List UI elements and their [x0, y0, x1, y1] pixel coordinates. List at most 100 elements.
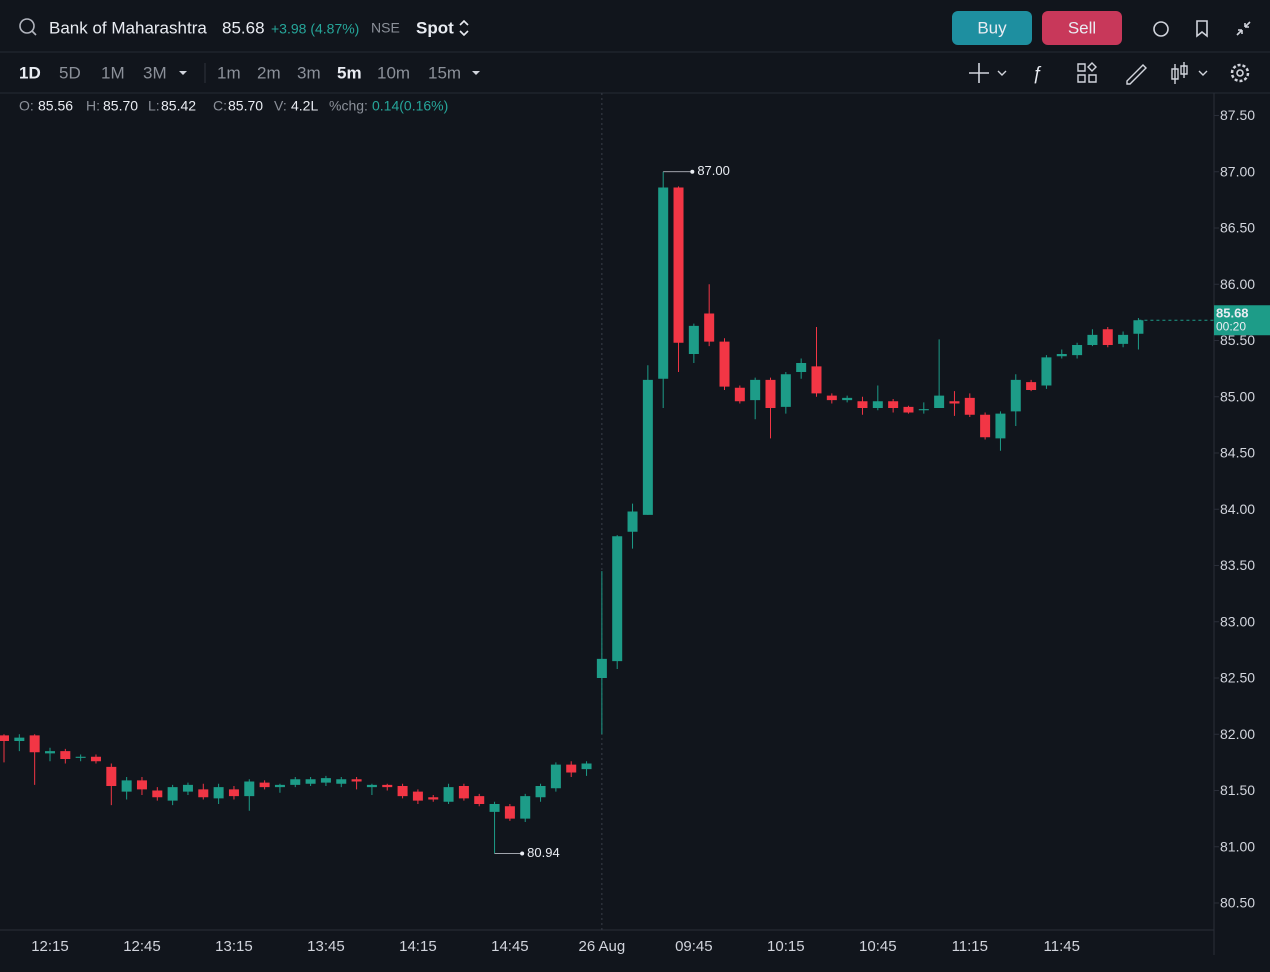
- candle-body: [1026, 382, 1037, 390]
- ohlc-legend: O: 85.56 H: 85.70 L: 85.42 C: 85.70 V: 4…: [19, 98, 448, 114]
- candle-body: [872, 401, 883, 408]
- legend-key: %chg:: [329, 98, 368, 114]
- candle-body: [336, 779, 347, 784]
- candle-body: [106, 766, 117, 786]
- candle-body: [182, 784, 193, 792]
- segment[interactable]: Spot: [416, 18, 454, 37]
- last-price-tag: [1214, 305, 1270, 336]
- candle-body: [44, 751, 55, 754]
- x-tick-label: 13:15: [215, 938, 253, 955]
- draw-icon[interactable]: [1126, 64, 1147, 85]
- legend-value: 85.56: [38, 98, 73, 114]
- candle-body: [934, 395, 945, 408]
- candle-body: [903, 406, 914, 413]
- x-tick-label: 10:15: [767, 938, 805, 955]
- x-tick-label: 13:45: [307, 938, 345, 955]
- buy-button[interactable]: [952, 11, 1032, 45]
- candle-body: [29, 735, 40, 753]
- low-label: 80.94: [527, 845, 560, 860]
- candle-body: [612, 536, 623, 662]
- candle-body: [888, 401, 899, 408]
- candle-body: [535, 786, 546, 798]
- candle-body: [382, 784, 393, 788]
- caret: [997, 70, 1208, 76]
- candle-body: [842, 397, 853, 401]
- candle-body: [244, 781, 255, 797]
- y-tick-label: 82.00: [1220, 726, 1255, 742]
- legend-key: L:: [148, 98, 160, 114]
- candle-body: [428, 797, 439, 800]
- range-button[interactable]: 1D: [19, 63, 41, 82]
- range-button[interactable]: 1M: [101, 63, 125, 82]
- legend-key: V:: [274, 98, 287, 114]
- y-tick-label: 81.50: [1220, 782, 1255, 798]
- interval-button[interactable]: 3m: [297, 63, 321, 82]
- candle-body: [1118, 334, 1129, 344]
- crosshair-icon[interactable]: [969, 63, 989, 83]
- candle-body: [90, 756, 101, 762]
- candle-body: [14, 737, 25, 741]
- candle-body: [964, 397, 975, 415]
- y-tick-label: 83.50: [1220, 557, 1255, 573]
- y-tick-label: 80.50: [1220, 895, 1255, 911]
- settings-icon[interactable]: [1230, 63, 1250, 83]
- segment-toggle[interactable]: [459, 19, 469, 37]
- candle-body: [719, 341, 730, 387]
- x-tick-label: 26 Aug: [579, 938, 626, 955]
- legend-value: 4.2L: [291, 98, 318, 114]
- candle-body: [320, 778, 331, 783]
- search-icon: [31, 30, 37, 36]
- range-button[interactable]: 5D: [59, 63, 81, 82]
- y-tick-label: 84.00: [1220, 501, 1255, 517]
- high-label: 87.00: [697, 163, 730, 178]
- candle-body: [750, 379, 761, 401]
- high-dot: [690, 169, 695, 174]
- templates-icon[interactable]: [1077, 62, 1097, 83]
- symbol[interactable]: Bank of Maharashtra: [49, 18, 207, 37]
- candle-body: [75, 756, 86, 758]
- countdown: 00:20: [1216, 319, 1246, 333]
- bookmark-icon[interactable]: [1196, 20, 1208, 38]
- candle-body: [1102, 329, 1113, 345]
- candle-body: [811, 366, 822, 394]
- x-tick-label: 11:45: [1044, 938, 1080, 955]
- legend-value: 85.42: [161, 98, 196, 114]
- candle-body: [1087, 334, 1098, 345]
- candle-body: [1133, 320, 1144, 334]
- candle-body: [658, 187, 669, 379]
- candle-body: [980, 414, 991, 438]
- legend-key: O:: [19, 98, 34, 114]
- interval-button[interactable]: 10m: [377, 63, 410, 82]
- candle-body: [1010, 379, 1021, 412]
- candle-body: [136, 780, 147, 790]
- range-button[interactable]: 3M: [143, 63, 167, 82]
- legend-value: 85.70: [228, 98, 263, 114]
- candle-body: [688, 325, 699, 354]
- indicators-icon[interactable]: ƒ: [1032, 63, 1042, 83]
- sell-button[interactable]: [1042, 11, 1122, 45]
- interval-button[interactable]: 5m: [337, 63, 362, 82]
- x-tick-label: 14:15: [399, 938, 437, 955]
- candle-body: [1056, 354, 1067, 357]
- y-tick-label: 85.50: [1220, 332, 1255, 348]
- search-icon[interactable]: [19, 18, 35, 34]
- interval-button[interactable]: 2m: [257, 63, 281, 82]
- candle-body: [0, 735, 9, 741]
- interval-button[interactable]: 15m: [428, 63, 461, 82]
- candle-body: [918, 409, 929, 411]
- legend-value: 0.14(0.16%): [372, 98, 448, 114]
- interval-button[interactable]: 1m: [217, 63, 241, 82]
- candle-body: [1072, 345, 1083, 356]
- candle-body: [520, 796, 531, 819]
- candle-body: [780, 374, 791, 407]
- y-tick-label: 87.50: [1220, 107, 1255, 123]
- alert-icon[interactable]: [1153, 21, 1169, 37]
- collapse-icon[interactable]: [1236, 21, 1251, 36]
- candle-body: [627, 511, 638, 532]
- candle-body: [228, 789, 239, 797]
- candle-body: [995, 413, 1006, 439]
- candle-body: [412, 791, 423, 801]
- exchange: NSE: [371, 20, 400, 36]
- chart-type-icon[interactable]: [1171, 62, 1188, 84]
- x-tick-label: 09:45: [675, 938, 713, 955]
